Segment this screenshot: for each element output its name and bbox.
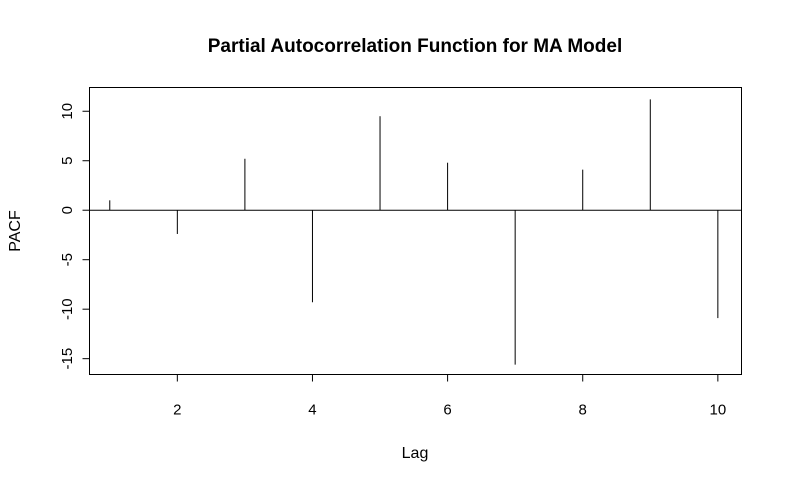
y-axis: -15 -10 -5 0 5 10: [59, 103, 90, 370]
y-tick-label-0: 0: [59, 206, 76, 214]
y-tick-label-5: 5: [59, 157, 76, 165]
x-axis: 2 4 6 8 10: [173, 375, 726, 419]
x-tick-label-6: 6: [443, 402, 451, 419]
x-tick-label-8: 8: [579, 402, 587, 419]
x-tick-label-2: 2: [173, 402, 181, 419]
y-tick-label--5: -5: [59, 253, 76, 266]
x-axis-label: Lag: [402, 445, 429, 462]
chart-title: Partial Autocorrelation Function for MA …: [208, 36, 622, 57]
plot-frame: [90, 88, 742, 375]
y-tick-label--15: -15: [59, 348, 76, 370]
pacf-stems: [110, 99, 718, 364]
x-tick-label-4: 4: [308, 402, 316, 419]
y-tick-label--10: -10: [59, 298, 76, 320]
y-axis-label: PACF: [7, 210, 24, 252]
y-tick-label-10: 10: [59, 103, 76, 120]
x-tick-label-10: 10: [710, 402, 727, 419]
